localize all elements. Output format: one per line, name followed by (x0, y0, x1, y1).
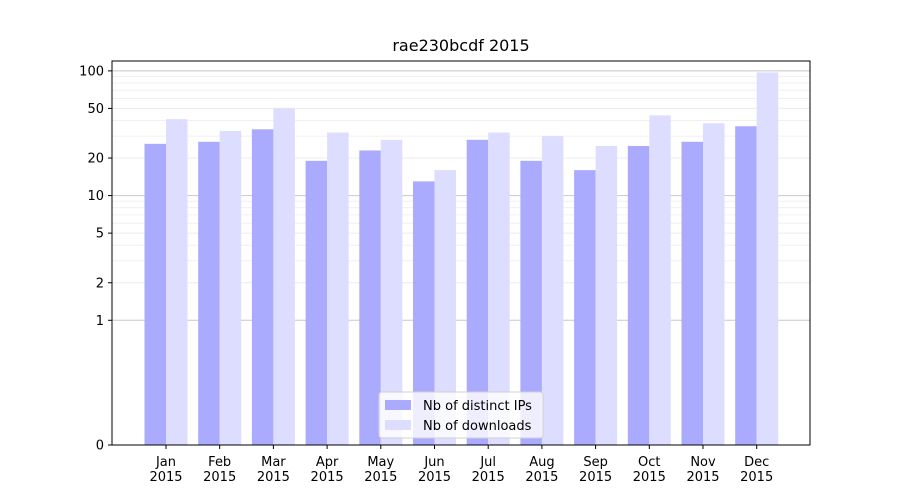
bar-ips (198, 141, 220, 445)
bar-ips (574, 170, 596, 445)
bar-downloads (595, 145, 618, 446)
bar-downloads (434, 170, 456, 445)
bar-downloads (380, 139, 403, 445)
x-tick-label: Mar 2015 (257, 455, 290, 485)
legend-swatch (385, 400, 411, 410)
x-tick-label: Feb 2015 (203, 455, 236, 485)
bar-downloads (166, 119, 188, 446)
bar-downloads (756, 72, 779, 446)
axes: 0 1 2 5 10 20 50 100 Jan 2015 Feb 2015 Mar 2015 Apr 201… (79, 60, 811, 485)
x-tick-label: Jan 2015 (149, 455, 182, 485)
legend-swatch (385, 420, 411, 430)
x-tick-label: Jun 2015 (418, 455, 451, 485)
bars (144, 72, 779, 446)
bar-downloads (649, 115, 671, 445)
y-tick-label: 100 (79, 64, 104, 79)
x-tick-label: Oct 2015 (633, 455, 666, 485)
y-tick-label: 5 (96, 227, 104, 242)
bar-ips (251, 129, 274, 446)
bar-ips (359, 150, 381, 445)
bar-downloads (327, 132, 349, 446)
x-tick-label: May 2015 (364, 455, 397, 485)
y-tick-label: 0 (96, 439, 104, 454)
bar-ips (735, 126, 757, 446)
bar-ips (627, 145, 650, 446)
y-tick-label: 2 (96, 276, 104, 291)
legend-box (378, 391, 544, 439)
y-tick-label: 10 (87, 189, 104, 204)
x-tick-label: Jul 2015 (472, 455, 505, 485)
bar-ips (466, 139, 489, 445)
bar-ips (681, 141, 703, 445)
bar-downloads (488, 132, 510, 446)
chart-title: rae230bcdf 2015 (392, 36, 529, 55)
bar-downloads (703, 123, 725, 446)
bar-ips (305, 160, 328, 445)
legend-label: Nb of downloads (423, 419, 532, 434)
bar-downloads (273, 108, 295, 446)
x-tick-label: Sep 2015 (579, 455, 612, 485)
x-tick-label: Aug 2015 (525, 455, 558, 485)
bar-ips (144, 143, 166, 446)
x-tick-label: Apr 2015 (311, 455, 344, 485)
legend-label: Nb of distinct IPs (423, 399, 532, 414)
x-tick-label: Dec 2015 (740, 455, 773, 485)
plot-frame (111, 60, 811, 446)
bar-ips (413, 181, 435, 445)
bar-downloads (219, 130, 242, 445)
y-tick-label: 20 (87, 152, 104, 167)
x-tick-label: Nov 2015 (686, 455, 719, 485)
legend: Nb of distinct IPs Nb of downloads (378, 391, 544, 439)
bar-ips (520, 160, 542, 445)
bar-downloads (541, 136, 564, 446)
y-tick-label: 1 (96, 314, 104, 329)
y-tick-label: 50 (87, 102, 104, 117)
